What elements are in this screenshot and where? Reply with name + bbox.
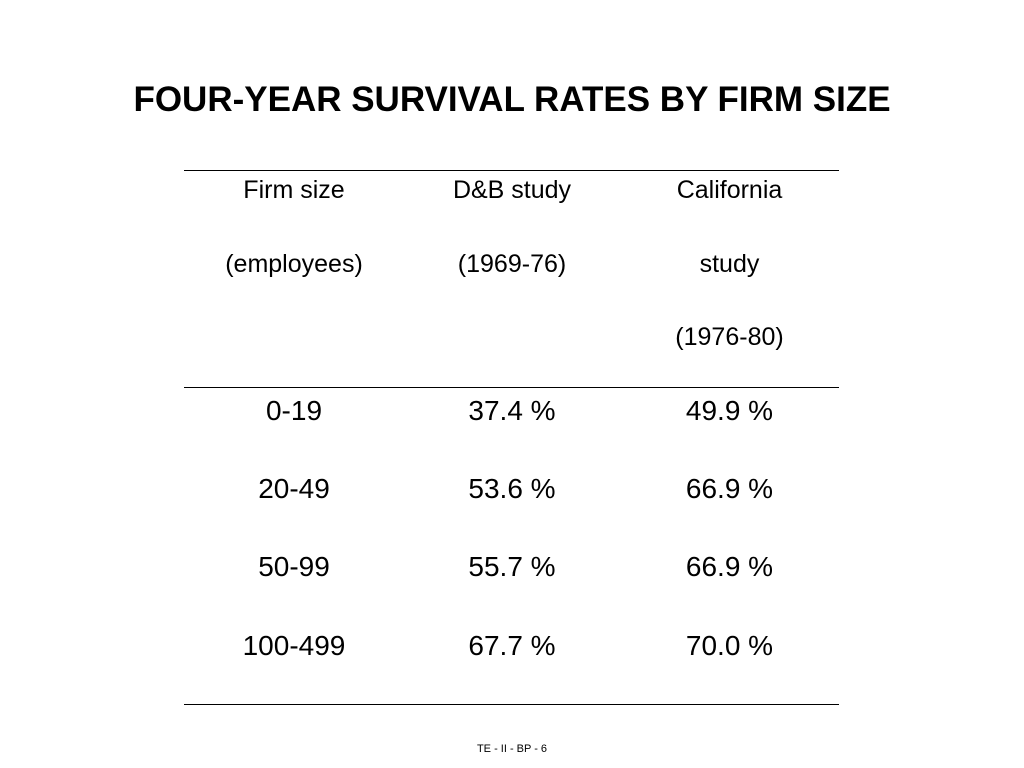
header-firm-size-line2: (employees) [225, 250, 363, 278]
table-cell-firm-size: 50-99 [258, 551, 330, 582]
header-california-line1: California [676, 176, 783, 204]
table-cell-db-rate: 53.6 % [468, 473, 556, 504]
table-cell-firm-size: 20-49 [258, 473, 330, 504]
table-cell-california-rate: 49.9 % [685, 395, 774, 426]
table-cell-california-rate: 66.9 % [685, 473, 774, 504]
header-db-study-line1: D&B study [452, 176, 572, 204]
header-db-study-line2: (1969-76) [457, 250, 567, 278]
table-cell-firm-size: 0-19 [265, 395, 323, 426]
table-cell-db-rate: 55.7 % [468, 551, 556, 582]
header-california-line2: study [699, 250, 760, 278]
table-cell-california-rate: 70.0 % [685, 630, 774, 661]
table-cell-firm-size: 100-499 [242, 630, 346, 661]
table-top-rule [184, 170, 839, 171]
slide-footer: TE - II - BP - 6 [476, 743, 548, 755]
table-cell-db-rate: 37.4 % [468, 395, 556, 426]
header-california-line3: (1976-80) [675, 323, 784, 351]
table-cell-db-rate: 67.7 % [468, 630, 556, 661]
header-firm-size-line1: Firm size [243, 176, 345, 204]
slide-title: FOUR-YEAR SURVIVAL RATES BY FIRM SIZE [133, 80, 891, 119]
table-bottom-rule [184, 704, 839, 705]
header-separator-rule [184, 387, 839, 388]
table-cell-california-rate: 66.9 % [685, 551, 774, 582]
